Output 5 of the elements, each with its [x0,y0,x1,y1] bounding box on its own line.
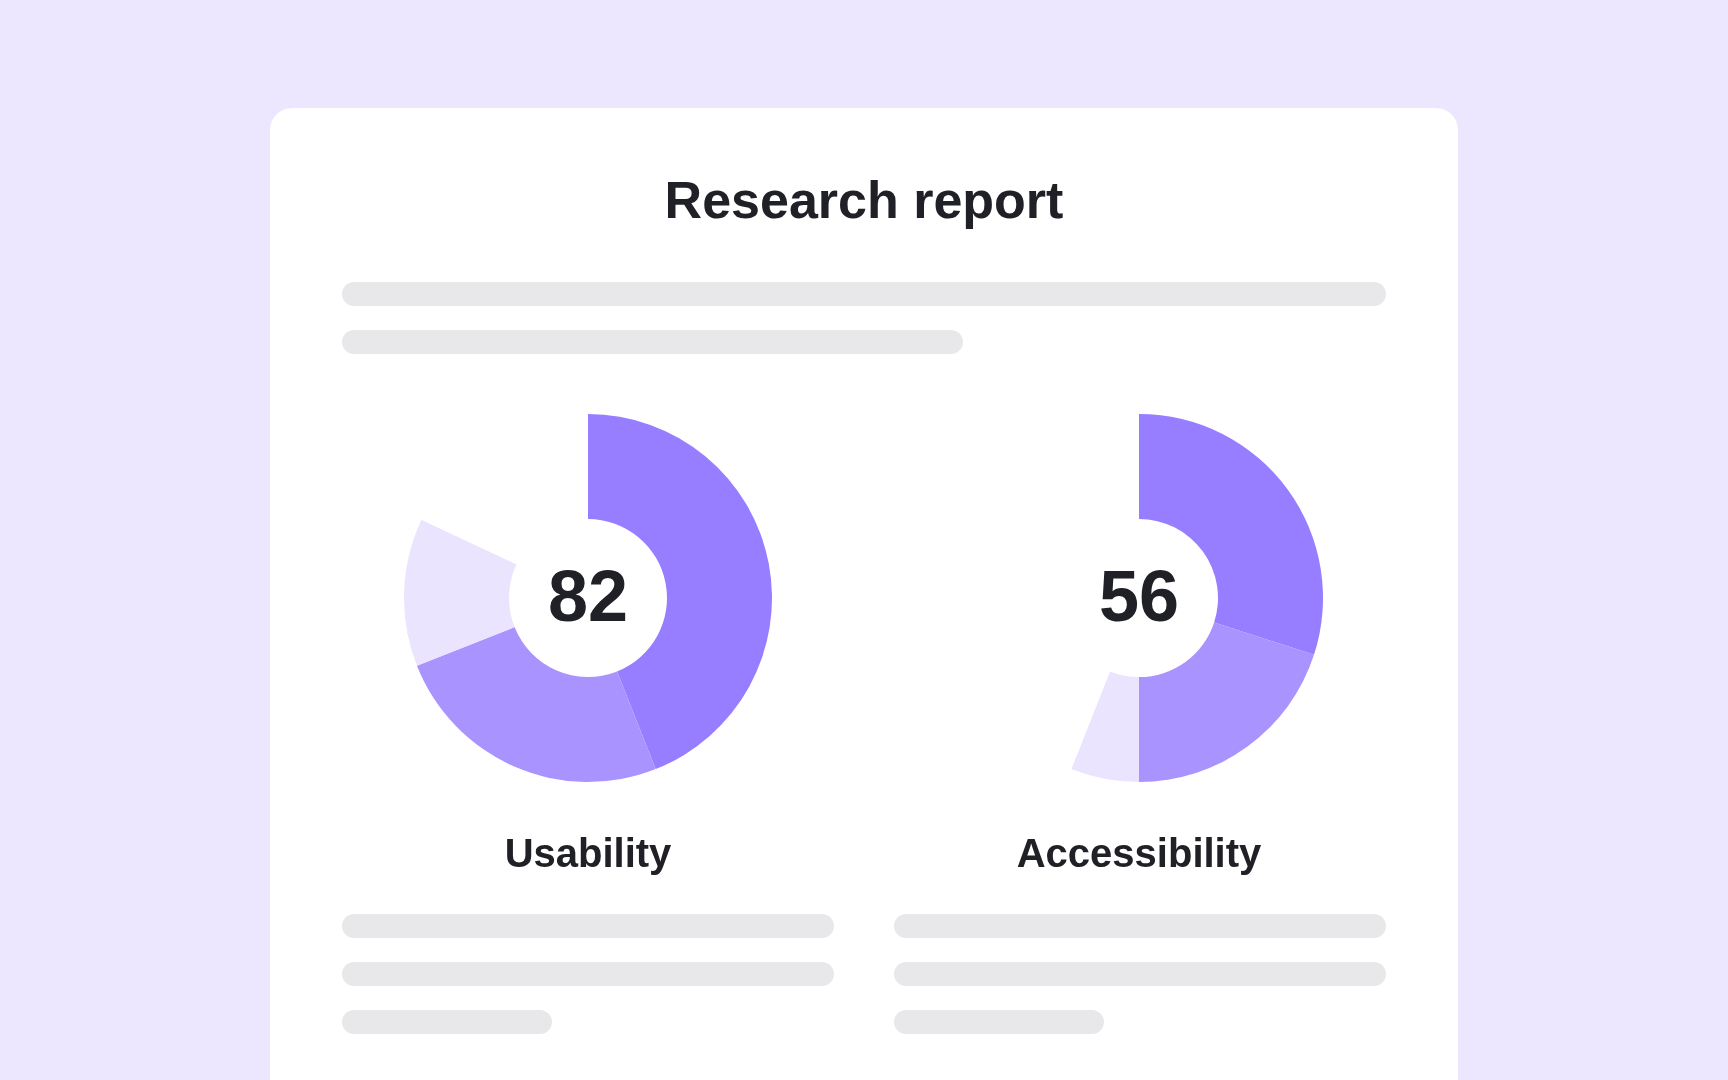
text: Research report [663,170,1065,231]
text: 82 [547,556,629,636]
text: 56 [1098,556,1180,636]
text: Accessibility [1016,831,1263,875]
text: Usability [504,831,673,875]
